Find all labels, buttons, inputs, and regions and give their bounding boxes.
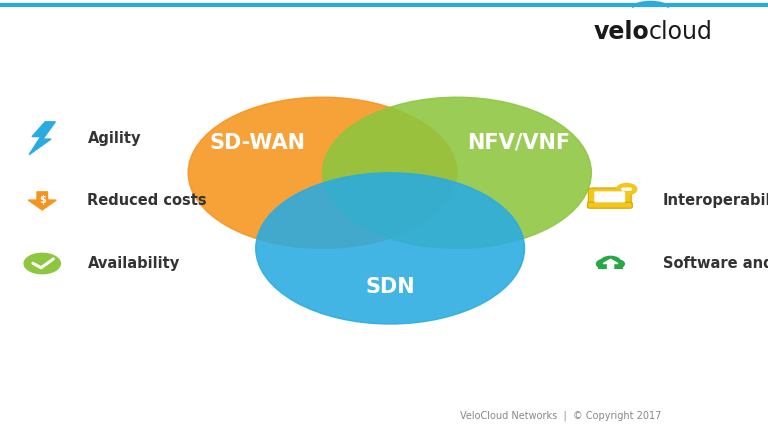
Circle shape <box>625 188 628 190</box>
FancyBboxPatch shape <box>594 191 625 203</box>
Text: Agility: Agility <box>88 131 141 146</box>
Circle shape <box>597 259 613 268</box>
Text: $: $ <box>39 194 45 205</box>
Circle shape <box>601 256 621 268</box>
Text: NFV/VNF: NFV/VNF <box>467 133 570 152</box>
Text: Software and cloud: Software and cloud <box>663 256 768 271</box>
Text: Interoperability: Interoperability <box>663 194 768 208</box>
FancyBboxPatch shape <box>588 188 631 206</box>
Text: VeloCloud Networks  |  © Copyright 2017: VeloCloud Networks | © Copyright 2017 <box>460 410 661 421</box>
Text: cloud: cloud <box>649 20 713 44</box>
Circle shape <box>628 188 631 190</box>
Text: Availability: Availability <box>88 256 180 271</box>
Circle shape <box>188 97 457 248</box>
Polygon shape <box>28 192 56 210</box>
Circle shape <box>256 173 525 324</box>
FancyBboxPatch shape <box>598 264 624 269</box>
Polygon shape <box>29 122 55 155</box>
Circle shape <box>323 97 591 248</box>
Polygon shape <box>603 259 618 269</box>
Text: Reduced costs: Reduced costs <box>88 194 207 208</box>
FancyBboxPatch shape <box>588 202 632 208</box>
Text: velo: velo <box>593 20 649 44</box>
Circle shape <box>622 188 625 190</box>
Text: SD-WAN: SD-WAN <box>209 133 306 152</box>
Text: SDN: SDN <box>366 277 415 297</box>
Circle shape <box>617 184 637 195</box>
Circle shape <box>611 260 624 268</box>
Circle shape <box>24 253 61 274</box>
